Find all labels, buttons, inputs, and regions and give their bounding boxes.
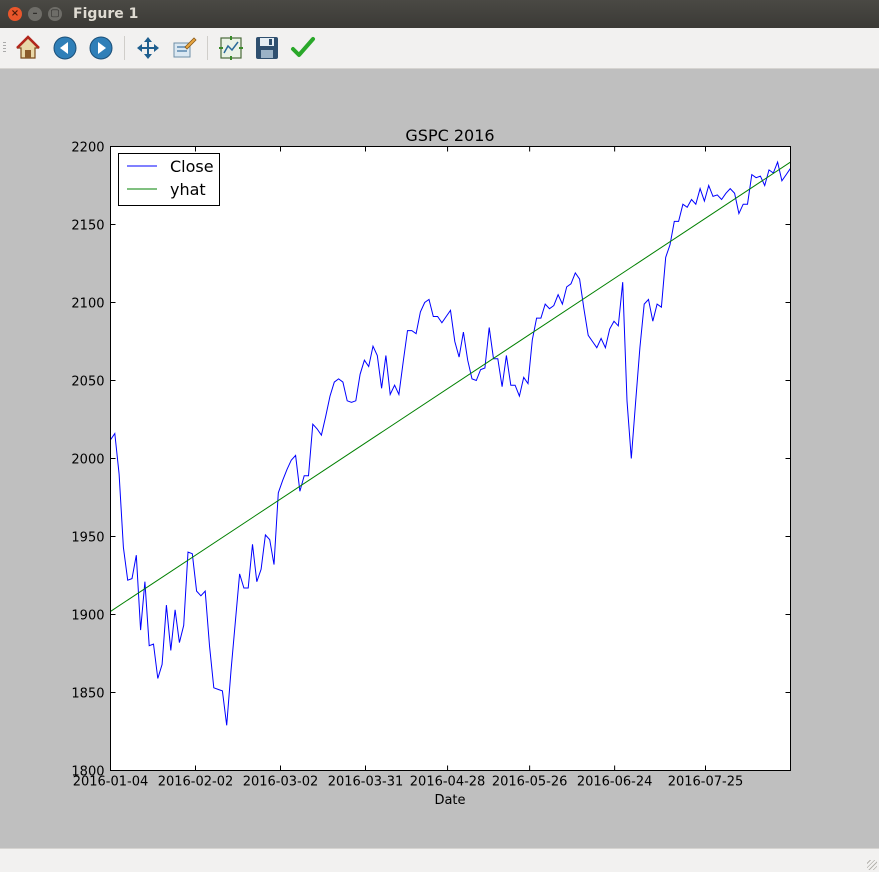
x-tick-label: 2016-06-24 [577, 775, 653, 790]
forward-icon[interactable] [88, 35, 114, 61]
subplots-icon[interactable] [218, 35, 244, 61]
y-tick-label: 2100 [71, 297, 104, 312]
y-tick-label: 1900 [71, 609, 104, 624]
window-titlebar: × – ▢ Figure 1 [0, 0, 879, 28]
x-axis-label: Date [434, 793, 465, 808]
series-line-close [110, 160, 791, 726]
status-bar [0, 848, 879, 872]
legend-box [118, 153, 220, 206]
series-line-yhat [110, 161, 791, 612]
edit-axis-icon[interactable] [290, 35, 316, 61]
zoom-icon[interactable] [171, 35, 197, 61]
navigation-toolbar [0, 28, 879, 69]
save-icon[interactable] [254, 35, 280, 61]
y-tick-label: 2150 [71, 219, 104, 234]
x-tick-label: 2016-01-04 [73, 775, 149, 790]
x-tick-label: 2016-07-25 [668, 775, 744, 790]
y-axis: 1800 1850 1900 1950 2000 2050 2100 2150 2200 [71, 141, 791, 780]
x-axis: 2016-01-04 2016-02-02 2016-03-02 2016-03-31… [73, 146, 744, 790]
y-tick-label: 2050 [71, 375, 104, 390]
x-tick-label: 2016-05-26 [492, 775, 568, 790]
toolbar-grip[interactable] [3, 42, 6, 54]
x-tick-label: 2016-02-02 [158, 775, 234, 790]
toolbar-separator [207, 36, 208, 60]
x-tick-label: 2016-03-02 [243, 775, 319, 790]
toolbar-separator [124, 36, 125, 60]
x-tick-label: 2016-03-31 [328, 775, 404, 790]
close-window-button[interactable]: × [8, 7, 22, 21]
chart-title: GSPC 2016 [405, 126, 494, 145]
y-tick-label: 2200 [71, 141, 104, 156]
maximize-window-button[interactable]: ▢ [48, 7, 62, 21]
window-title: Figure 1 [73, 6, 139, 22]
y-tick-label: 2000 [71, 453, 104, 468]
home-icon[interactable] [15, 35, 41, 61]
minimize-window-button[interactable]: – [28, 7, 42, 21]
resize-grip[interactable] [867, 860, 877, 870]
y-tick-label: 1850 [71, 687, 104, 702]
pan-icon[interactable] [135, 35, 161, 61]
y-tick-label: 1800 [71, 765, 104, 780]
back-icon[interactable] [52, 35, 78, 61]
y-tick-label: 1950 [71, 531, 104, 546]
legend: Close yhat [118, 153, 220, 206]
figure-canvas: 1800 1850 1900 1950 2000 2050 2100 2150 2200 201… [71, 126, 791, 808]
legend-label-close: Close [170, 157, 214, 176]
legend-label-yhat: yhat [170, 180, 206, 199]
plot-area[interactable] [110, 146, 791, 771]
x-tick-label: 2016-04-28 [410, 775, 486, 790]
series-layer [110, 160, 791, 726]
